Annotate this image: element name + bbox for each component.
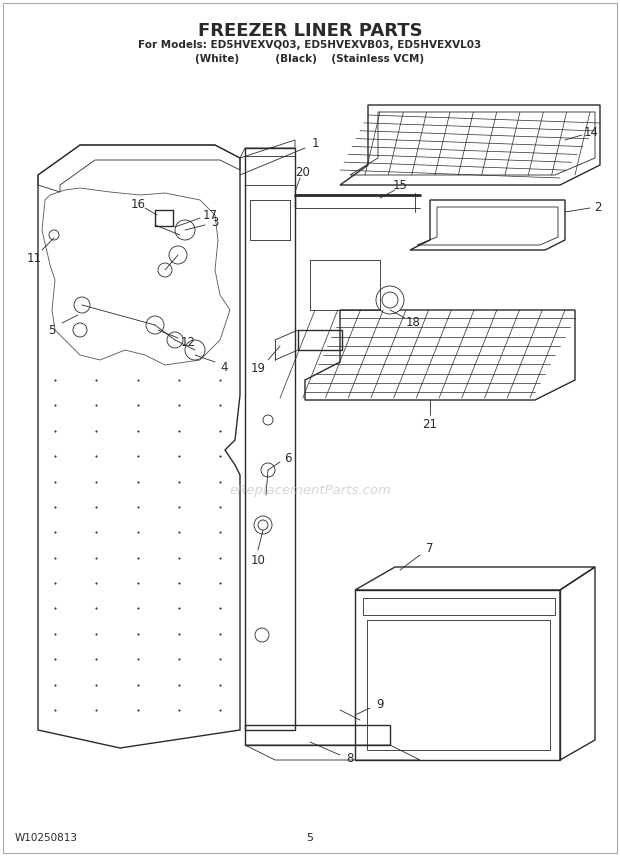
Circle shape bbox=[376, 286, 404, 314]
Text: 7: 7 bbox=[427, 543, 434, 556]
Text: (White)          (Black)    (Stainless VCM): (White) (Black) (Stainless VCM) bbox=[195, 54, 425, 64]
Text: 9: 9 bbox=[376, 698, 384, 710]
Text: 5: 5 bbox=[48, 324, 56, 336]
Text: 15: 15 bbox=[392, 179, 407, 192]
Text: 3: 3 bbox=[211, 216, 219, 229]
Text: 17: 17 bbox=[203, 209, 218, 222]
Text: 2: 2 bbox=[594, 200, 602, 213]
Text: 8: 8 bbox=[347, 752, 353, 765]
Text: 10: 10 bbox=[250, 554, 265, 567]
Text: W10250813: W10250813 bbox=[15, 833, 78, 843]
Text: 21: 21 bbox=[422, 418, 438, 431]
Text: 6: 6 bbox=[284, 451, 292, 465]
Text: FREEZER LINER PARTS: FREEZER LINER PARTS bbox=[198, 22, 422, 40]
Text: 12: 12 bbox=[180, 336, 195, 348]
Text: 20: 20 bbox=[296, 165, 311, 179]
Text: 16: 16 bbox=[130, 198, 146, 211]
Text: 11: 11 bbox=[27, 252, 42, 265]
Text: eReplacementParts.com: eReplacementParts.com bbox=[229, 484, 391, 496]
Text: For Models: ED5HVEXVQ03, ED5HVEXVB03, ED5HVEXVL03: For Models: ED5HVEXVQ03, ED5HVEXVB03, ED… bbox=[138, 40, 482, 50]
Text: 19: 19 bbox=[250, 361, 265, 375]
Text: 14: 14 bbox=[583, 126, 598, 139]
Text: 1: 1 bbox=[311, 136, 319, 150]
Text: 4: 4 bbox=[220, 360, 228, 373]
Text: 18: 18 bbox=[405, 316, 420, 329]
Text: 5: 5 bbox=[306, 833, 314, 843]
